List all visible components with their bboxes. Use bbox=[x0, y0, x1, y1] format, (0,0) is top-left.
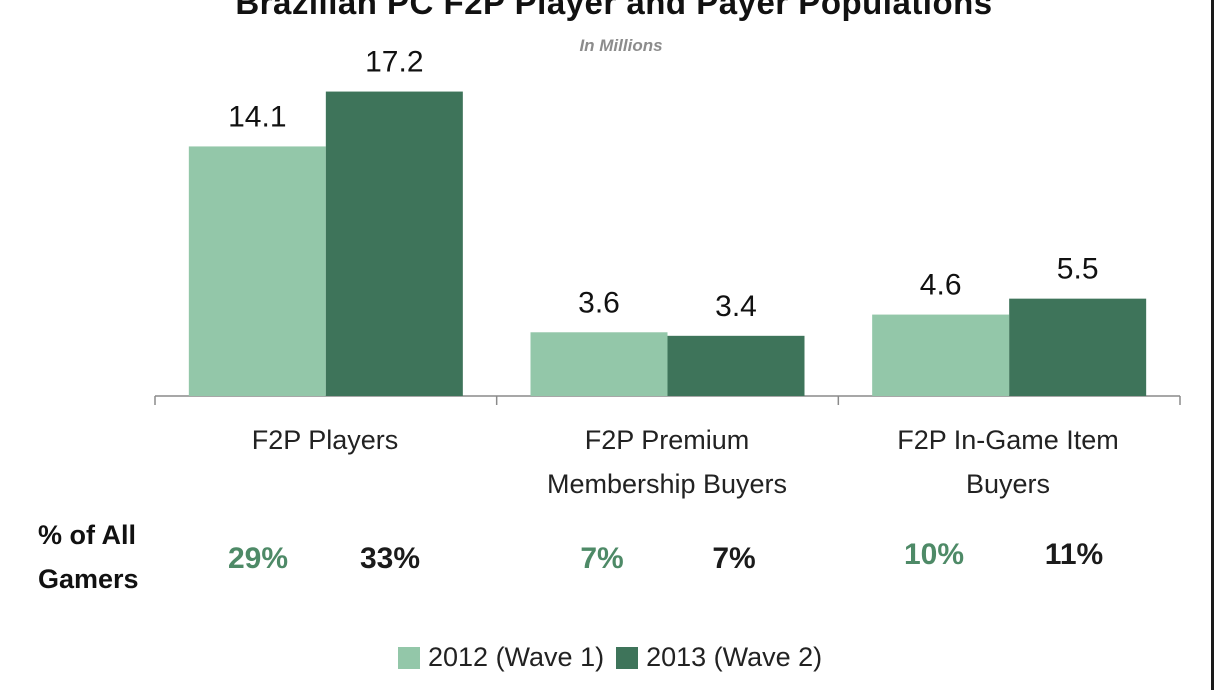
category-label-in-game-item: F2P In-Game Item Buyers bbox=[838, 418, 1178, 506]
bar-2013-2 bbox=[1009, 298, 1147, 396]
category-label-line: F2P Players bbox=[251, 425, 399, 455]
percent-row-header-line: Gamers bbox=[38, 564, 139, 594]
category-label-f2p-players: F2P Players bbox=[155, 418, 495, 462]
category-label-line: Membership Buyers bbox=[546, 469, 788, 499]
percent-2013-f2p-players: 33% bbox=[359, 542, 421, 575]
frame-border bbox=[1211, 0, 1214, 690]
category-label-line: Buyers bbox=[965, 469, 1051, 499]
percent-2012-premium-membership: 7% bbox=[580, 542, 624, 575]
percent-row-header: % of All Gamers bbox=[38, 513, 139, 601]
legend-label-2013: 2013 (Wave 2) bbox=[646, 642, 823, 672]
legend-swatch-2013 bbox=[616, 646, 639, 669]
chart-title: Brazilian PC F2P Player and Payer Popula… bbox=[235, 0, 993, 21]
category-label-premium-membership: F2P Premium Membership Buyers bbox=[497, 418, 837, 506]
bar-2013-1 bbox=[667, 335, 805, 396]
bar-2012-2 bbox=[872, 314, 1010, 396]
legend-entry-2012: 2012 (Wave 1) bbox=[398, 642, 604, 673]
legend-entry-2013: 2013 (Wave 2) bbox=[616, 642, 822, 673]
bar-2013-0 bbox=[325, 91, 463, 396]
chart-subtitle: In Millions bbox=[579, 36, 663, 55]
legend-swatch-2012 bbox=[398, 646, 420, 669]
percent-2012-in-game-item: 10% bbox=[903, 538, 965, 571]
data-label-2012-1: 3.6 bbox=[578, 286, 620, 319]
bar-2012-1 bbox=[530, 332, 668, 396]
data-label-2012-2: 4.6 bbox=[920, 269, 962, 302]
data-label-2013-1: 3.4 bbox=[715, 290, 757, 323]
percent-2013-in-game-item: 11% bbox=[1044, 538, 1104, 571]
data-label-2013-2: 5.5 bbox=[1057, 253, 1099, 286]
percent-row-header-line: % of All bbox=[38, 520, 136, 550]
chart-legend: 2012 (Wave 1) 2013 (Wave 2) bbox=[398, 642, 834, 673]
data-label-2012-0: 14.1 bbox=[228, 100, 286, 133]
data-label-2013-0: 17.2 bbox=[365, 46, 423, 79]
category-label-line: F2P Premium bbox=[584, 425, 750, 455]
category-label-line: F2P In-Game Item bbox=[897, 425, 1119, 455]
legend-label-2012: 2012 (Wave 1) bbox=[428, 642, 605, 672]
percent-2012-f2p-players: 29% bbox=[227, 542, 289, 575]
bar-2012-0 bbox=[188, 146, 326, 396]
percent-2013-premium-membership: 7% bbox=[712, 542, 756, 575]
